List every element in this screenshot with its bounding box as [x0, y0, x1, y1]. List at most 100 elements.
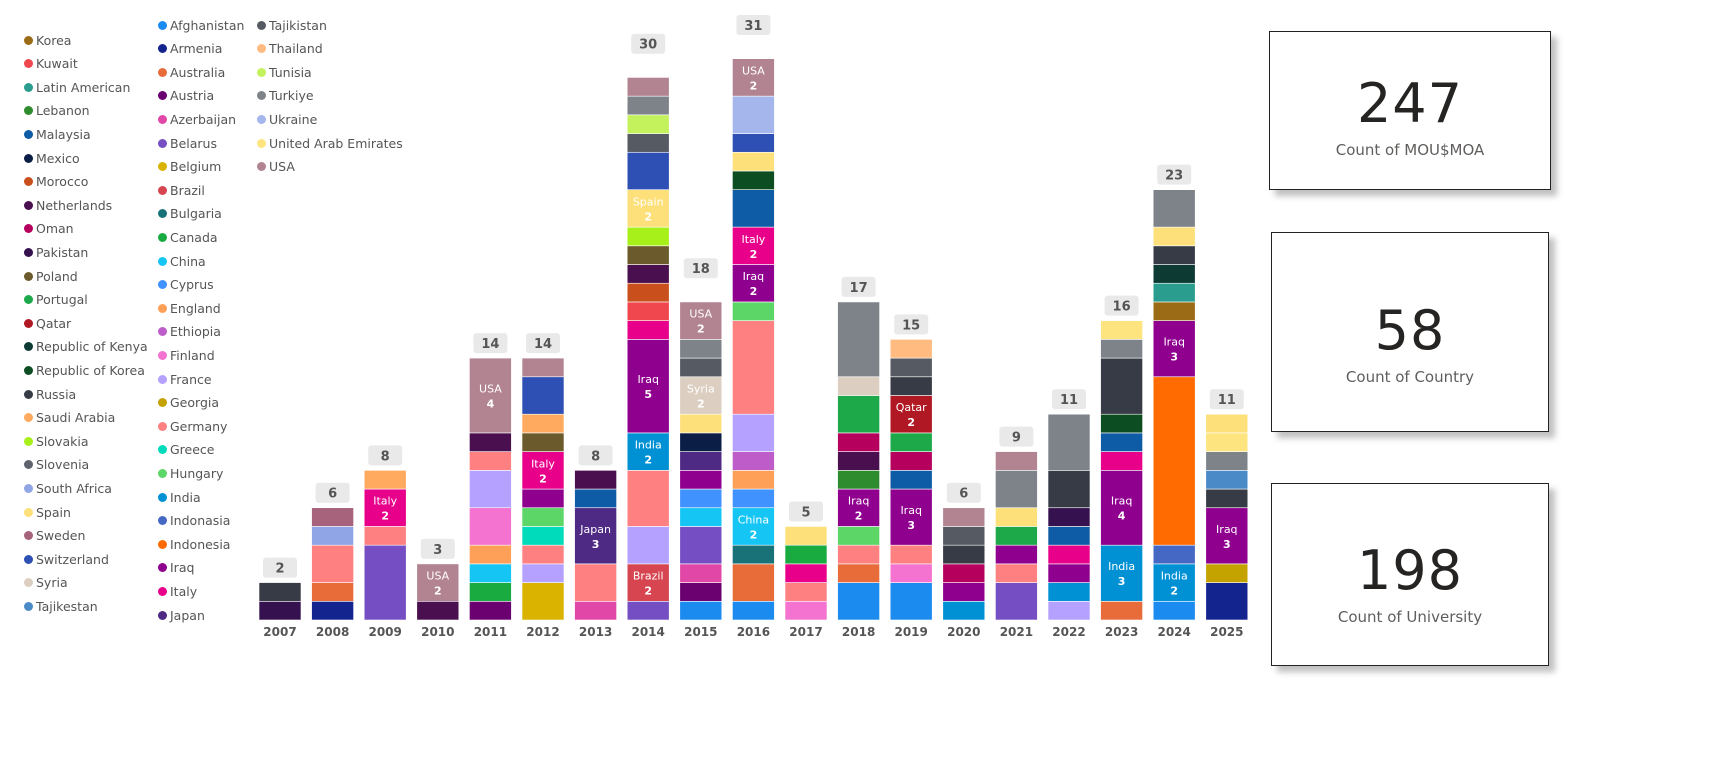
legend-item[interactable]: Republic of Kenya — [24, 339, 148, 355]
bar-segment[interactable] — [311, 600, 354, 621]
legend-item[interactable]: Spain — [24, 504, 71, 520]
legend-item[interactable]: Turkiye — [257, 88, 314, 104]
bar-segment[interactable] — [1152, 600, 1196, 621]
bar-segment[interactable] — [1205, 470, 1249, 490]
legend-item[interactable]: Netherlands — [24, 197, 112, 213]
bar-segment[interactable] — [574, 470, 617, 490]
bar-segment[interactable] — [626, 470, 670, 527]
bar-2013[interactable]: Japan 3 8 2013 — [574, 445, 617, 639]
kpi-card-university[interactable]: 198 Count of University — [1271, 483, 1549, 666]
bar-segment[interactable] — [889, 488, 933, 546]
legend-item[interactable]: Kuwait — [24, 56, 78, 72]
bar-segment[interactable] — [837, 301, 880, 378]
legend-item[interactable]: Austria — [158, 88, 214, 104]
bar-segment[interactable] — [1205, 413, 1249, 434]
bar-segment[interactable] — [837, 376, 880, 396]
bar-segment[interactable] — [679, 600, 723, 621]
bar-segment[interactable] — [1047, 470, 1091, 509]
legend-item[interactable]: United Arab Emirates — [257, 135, 403, 151]
bar-segment[interactable] — [626, 189, 670, 228]
bar-segment[interactable] — [732, 95, 775, 134]
legend-item[interactable]: Cyprus — [158, 277, 214, 293]
bar-segment[interactable] — [995, 582, 1038, 621]
bar-2024[interactable]: India 2 Iraq 3 23 2024 — [1152, 164, 1196, 639]
bar-segment[interactable] — [889, 357, 933, 378]
bar-segment[interactable] — [679, 301, 723, 340]
legend-item[interactable]: Switzerland — [24, 551, 109, 567]
bar-segment[interactable] — [732, 451, 775, 471]
legend-item[interactable]: France — [158, 371, 212, 387]
bar-segment[interactable] — [784, 544, 828, 565]
bar-2021[interactable]: 9 2021 — [995, 426, 1038, 639]
bar-segment[interactable] — [311, 582, 354, 602]
bar-segment[interactable] — [732, 226, 775, 265]
legend-item[interactable]: Poland — [24, 268, 78, 284]
bar-segment[interactable] — [1205, 582, 1249, 621]
bar-segment[interactable] — [1152, 189, 1196, 228]
bar-segment[interactable] — [1047, 600, 1091, 621]
bar-segment[interactable] — [521, 357, 565, 378]
bar-segment[interactable] — [1100, 600, 1143, 621]
bar-2008[interactable]: 6 2008 — [311, 482, 354, 639]
legend-item[interactable]: Lebanon — [24, 103, 90, 119]
bar-segment[interactable] — [311, 507, 354, 527]
legend-item[interactable]: Tunisia — [257, 64, 312, 80]
bar-segment[interactable] — [1047, 544, 1091, 565]
bar-segment[interactable] — [1205, 432, 1249, 452]
bar-2019[interactable]: Iraq 3 Qatar 2 15 2019 — [889, 314, 933, 639]
bar-segment[interactable] — [679, 432, 723, 452]
bar-segment[interactable] — [732, 264, 775, 303]
bar-segment[interactable] — [732, 151, 775, 172]
bar-2023[interactable]: India 3 Iraq 4 16 2023 — [1100, 295, 1143, 639]
bar-segment[interactable] — [942, 507, 986, 527]
bar-segment[interactable] — [521, 451, 565, 490]
bar-segment[interactable] — [889, 544, 933, 565]
bar-segment[interactable] — [679, 339, 723, 359]
bar-segment[interactable] — [679, 357, 723, 378]
bar-segment[interactable] — [889, 563, 933, 583]
bar-2011[interactable]: USA 4 14 2011 — [469, 333, 512, 639]
bar-segment[interactable] — [1100, 320, 1143, 340]
bar-segment[interactable] — [942, 526, 986, 546]
bar-segment[interactable] — [1047, 563, 1091, 583]
bar-segment[interactable] — [889, 376, 933, 396]
bar-segment[interactable] — [521, 526, 565, 546]
legend-item[interactable]: USA — [257, 159, 295, 175]
bar-segment[interactable] — [469, 582, 512, 602]
bar-segment[interactable] — [837, 470, 880, 490]
bar-segment[interactable] — [995, 563, 1038, 583]
bar-segment[interactable] — [732, 600, 775, 621]
bar-segment[interactable] — [626, 77, 670, 97]
bar-segment[interactable] — [732, 544, 775, 565]
bar-segment[interactable] — [837, 582, 880, 621]
legend-item[interactable]: Bulgaria — [158, 206, 222, 222]
bar-segment[interactable] — [626, 114, 670, 134]
legend-item[interactable]: Slovenia — [24, 457, 89, 473]
bar-2020[interactable]: 6 2020 — [942, 482, 986, 639]
bar-segment[interactable] — [416, 563, 460, 602]
legend-item[interactable]: Slovakia — [24, 433, 88, 449]
legend-item[interactable]: Republic of Korea — [24, 362, 145, 378]
bar-2022[interactable]: 11 2022 — [1047, 389, 1091, 639]
bar-segment[interactable] — [1205, 488, 1249, 509]
bar-segment[interactable] — [626, 339, 670, 434]
bar-segment[interactable] — [679, 526, 723, 565]
legend-item[interactable]: Mexico — [24, 150, 80, 166]
bar-segment[interactable] — [574, 488, 617, 509]
bar-segment[interactable] — [626, 282, 670, 303]
legend-item[interactable]: Georgia — [158, 395, 219, 411]
bar-segment[interactable] — [784, 563, 828, 583]
bar-segment[interactable] — [363, 526, 407, 546]
legend-item[interactable]: Germany — [158, 418, 227, 434]
bar-segment[interactable] — [732, 470, 775, 490]
bar-2010[interactable]: USA 2 3 2010 — [416, 538, 460, 639]
bar-segment[interactable] — [889, 451, 933, 471]
bar-segment[interactable] — [1152, 376, 1196, 546]
bar-2012[interactable]: Italy 2 14 2012 — [521, 333, 565, 639]
bar-2009[interactable]: Italy 2 8 2009 — [363, 445, 407, 639]
bar-segment[interactable] — [679, 507, 723, 527]
legend-item[interactable]: India — [158, 489, 201, 505]
bar-segment[interactable] — [626, 151, 670, 190]
bar-segment[interactable] — [732, 170, 775, 190]
bar-segment[interactable] — [626, 320, 670, 340]
